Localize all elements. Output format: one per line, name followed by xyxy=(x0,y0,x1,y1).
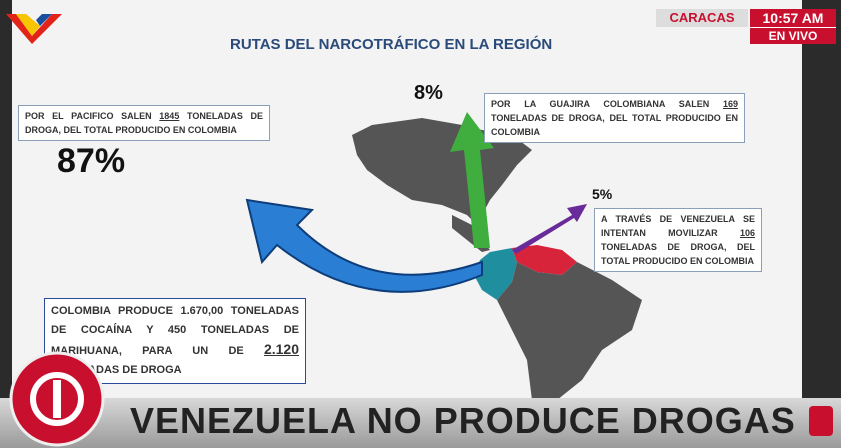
text: TONELADAS DE DROGA, DEL TOTAL PRODUCIDO … xyxy=(601,242,755,266)
number: 1845 xyxy=(159,111,180,121)
colombia xyxy=(474,248,517,300)
text: DE xyxy=(228,345,244,357)
percent: 8% xyxy=(414,82,443,104)
headline: VENEZUELA NO PRODUCE DROGAS xyxy=(130,400,796,441)
guajira-box: POR LA GUAJIRA COLOMBIANA SALEN 169 TONE… xyxy=(484,93,745,143)
percent: 5% xyxy=(592,186,613,202)
production-box: COLOMBIA PRODUCE 1.670,00 TONELADAS DE C… xyxy=(44,298,306,384)
text: COLOMBIA PRODUCE 1.670,00 TONELADAS DE C… xyxy=(51,305,299,357)
map xyxy=(245,112,642,400)
live-logo xyxy=(9,351,105,447)
corner-logo xyxy=(809,406,833,436)
percent: 87% xyxy=(57,142,126,180)
number: 2.120 xyxy=(263,341,300,357)
text: POR LA GUAJIRA COLOMBIANA SALEN xyxy=(491,99,710,109)
text: A TRAVÉS DE VENEZUELA SE INTENTAN MOVILI… xyxy=(601,214,755,238)
number: 106 xyxy=(739,228,755,238)
pacific-box: POR EL PACIFICO SALEN 1845 TONELADAS DE … xyxy=(18,105,270,141)
venezuela-arrow xyxy=(512,204,587,254)
lower-third xyxy=(0,398,841,448)
time: 10:57 AM xyxy=(750,9,836,27)
text: TONELADAS DE DROGA, DEL TOTAL PRODUCIDO … xyxy=(491,113,738,137)
venezuela-box: A TRAVÉS DE VENEZUELA SE INTENTAN MOVILI… xyxy=(594,208,762,272)
channel-logo xyxy=(6,14,62,44)
south-america xyxy=(497,262,642,400)
slide-title: RUTAS DEL NARCOTRÁFICO EN LA REGIÓN xyxy=(230,36,553,53)
city: CARACAS xyxy=(656,9,748,27)
text: TONELADAS DE DROGA, DEL TOTAL PRODUCIDO … xyxy=(25,111,263,135)
guajira-arrow xyxy=(450,112,494,248)
number: 169 xyxy=(722,99,738,109)
live: EN VIVO xyxy=(750,27,836,44)
slide: RUTAS DEL NARCOTRÁFICO EN LA REGIÓN POR … xyxy=(12,0,802,400)
venezuela xyxy=(512,245,577,275)
pacific-arrow xyxy=(245,198,483,293)
text: POR EL PACIFICO SALEN xyxy=(25,111,152,121)
